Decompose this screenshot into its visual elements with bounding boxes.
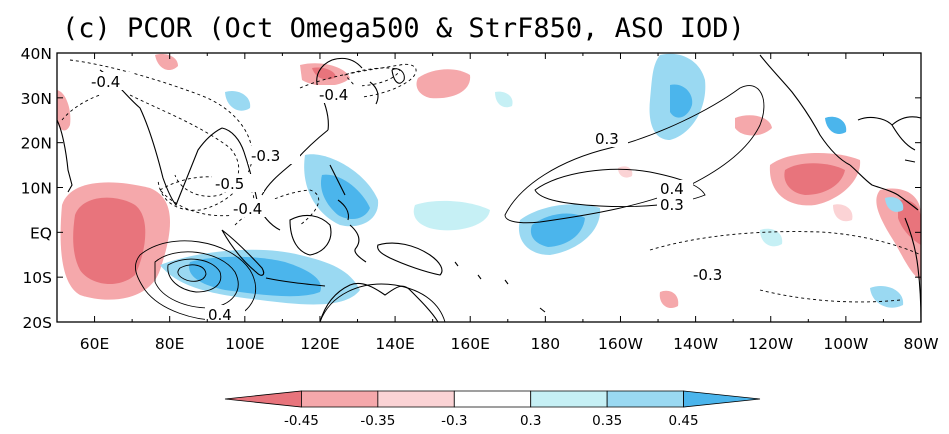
x-tick-label: 160W xyxy=(598,335,643,353)
shade-pos-west-pacific xyxy=(413,200,490,231)
coast-arabia-africa xyxy=(56,119,73,193)
coast-pacific-islands xyxy=(454,261,546,313)
shade-neg-north-pacific-small xyxy=(735,115,772,136)
y-tick-label: 10N xyxy=(21,180,52,198)
x-axis: 60E 80E 100E 120E 140E 160E 180 160W 140W 120W 100… xyxy=(56,53,939,353)
shade-neg-small-c xyxy=(833,204,853,222)
shade-neg-arabian-coast xyxy=(57,90,71,131)
y-tick-label: 20S xyxy=(22,314,52,332)
colorbar-label: -0.45 xyxy=(284,413,319,429)
contour-neg-india-outer xyxy=(69,59,253,211)
shade-neg-north-asia-core xyxy=(312,67,336,80)
contour-pos-south-indian-core xyxy=(177,264,207,282)
y-axis: 40N 30N 20N 10N EQ 10S 20S xyxy=(21,45,921,332)
contour-label: 0.4 xyxy=(660,180,684,198)
colorbar: -0.45 -0.35 -0.3 0.3 0.35 0.45 xyxy=(224,390,761,429)
y-tick-label: EQ xyxy=(30,224,52,242)
shade-pos-maritime-continent-core xyxy=(189,256,321,297)
coast-sumatra xyxy=(221,229,265,276)
x-tick-label: 140W xyxy=(673,335,718,353)
contour-label: -0.4 xyxy=(233,200,262,218)
map-panel: -0.4 -0.4 -0.3 -0.5 -0.4 0.3 0.4 0.3 -0.… xyxy=(56,52,922,324)
coast-caribbean xyxy=(891,116,922,163)
contour-label: -0.4 xyxy=(91,73,120,91)
contour-neg-north-pacific-inner xyxy=(344,67,401,87)
contour-label: -0.4 xyxy=(319,86,348,104)
x-tick-label: 100W xyxy=(823,335,868,353)
x-tick-label: 180 xyxy=(531,335,561,353)
shade-pos-dateline-core xyxy=(530,213,585,247)
coast-philippines xyxy=(329,164,349,221)
y-tick-label: 10S xyxy=(22,269,52,287)
shade-pos-small-f xyxy=(885,197,904,212)
shade-pos-small-c xyxy=(825,116,847,135)
contour-label: -0.5 xyxy=(215,175,244,193)
colorbar-label: 0.45 xyxy=(669,413,699,429)
contour-neg-india-inner xyxy=(129,94,240,197)
x-tick-label: 60E xyxy=(80,335,110,353)
x-tick-label: 120W xyxy=(748,335,793,353)
colorbar-swatch xyxy=(377,390,455,408)
coast-indian-subcontinent xyxy=(99,69,223,207)
colorbar-swatch xyxy=(453,390,532,408)
coastlines xyxy=(56,54,922,323)
colorbar-swatch xyxy=(683,390,761,408)
shade-neg-central-pacific-core xyxy=(784,163,845,195)
contour-pos-central-pacific-outer xyxy=(504,85,765,224)
colorbar-swatch xyxy=(301,390,379,408)
shade-pos-small-e xyxy=(760,228,783,247)
shade-pos-north-central-pacific-core xyxy=(670,84,693,118)
contour-label: 0.3 xyxy=(660,196,684,214)
y-tick-label: 30N xyxy=(21,90,52,108)
shade-pos-philippines-core xyxy=(320,174,370,220)
coast-borneo xyxy=(289,214,332,256)
colorbar-label: -0.3 xyxy=(441,413,467,429)
colorbar-swatch xyxy=(606,390,684,408)
coast-korea-japan xyxy=(369,68,405,105)
coast-north-america-west xyxy=(759,54,851,166)
coast-australia xyxy=(319,282,439,323)
x-tick-label: 100E xyxy=(225,335,264,353)
shade-neg-small-b xyxy=(659,290,679,309)
contour-lines xyxy=(61,59,922,323)
contour-pos-south-indian-mid xyxy=(154,251,239,309)
colorbar-label: 0.35 xyxy=(592,413,622,429)
shade-neg-north-pacific xyxy=(416,69,471,99)
colorbar-swatch xyxy=(530,390,608,408)
contour-label: 0.4 xyxy=(208,306,232,324)
shade-pos-small-b xyxy=(495,91,513,108)
contour-neg-east-pacific xyxy=(649,231,922,303)
contour-label: -0.3 xyxy=(693,266,722,284)
shade-pos-small-a xyxy=(225,90,251,111)
shade-neg-west-indian-ocean-core xyxy=(73,197,146,285)
shade-neg-small-a xyxy=(155,54,178,71)
colorbar-label: -0.35 xyxy=(360,413,395,429)
coast-sulawesi xyxy=(349,224,367,263)
colorbar-swatch xyxy=(224,390,302,408)
colorbar-label: 0.3 xyxy=(520,413,541,429)
contour-labels: -0.4 -0.4 -0.3 -0.5 -0.4 0.3 0.4 0.3 -0.… xyxy=(88,72,740,324)
shade-neg-east-pacific-core xyxy=(898,199,921,245)
x-tick-label: 160E xyxy=(451,335,490,353)
panel-title: (c) PCOR (Oct Omega500 & StrF850, ASO IO… xyxy=(62,13,745,44)
contour-label: -0.3 xyxy=(251,147,280,165)
x-tick-label: 80W xyxy=(903,335,938,353)
y-tick-label: 20N xyxy=(21,135,52,153)
contour-pos-south-indian-inner xyxy=(167,258,222,293)
shading-layer xyxy=(57,53,921,309)
contour-neg-scs xyxy=(234,189,320,226)
x-tick-label: 120E xyxy=(300,335,339,353)
coast-new-guinea xyxy=(377,242,443,276)
coast-java xyxy=(265,277,326,287)
x-tick-label: 80E xyxy=(155,335,185,353)
contour-label: 0.3 xyxy=(595,130,619,148)
x-tick-label: 140E xyxy=(375,335,414,353)
contour-pos-central-pacific-inner xyxy=(534,168,706,208)
contour-pos-australia xyxy=(319,283,446,323)
shade-pos-small-d xyxy=(870,285,904,308)
y-tick-label: 40N xyxy=(21,45,52,63)
coast-china-east xyxy=(316,57,363,131)
